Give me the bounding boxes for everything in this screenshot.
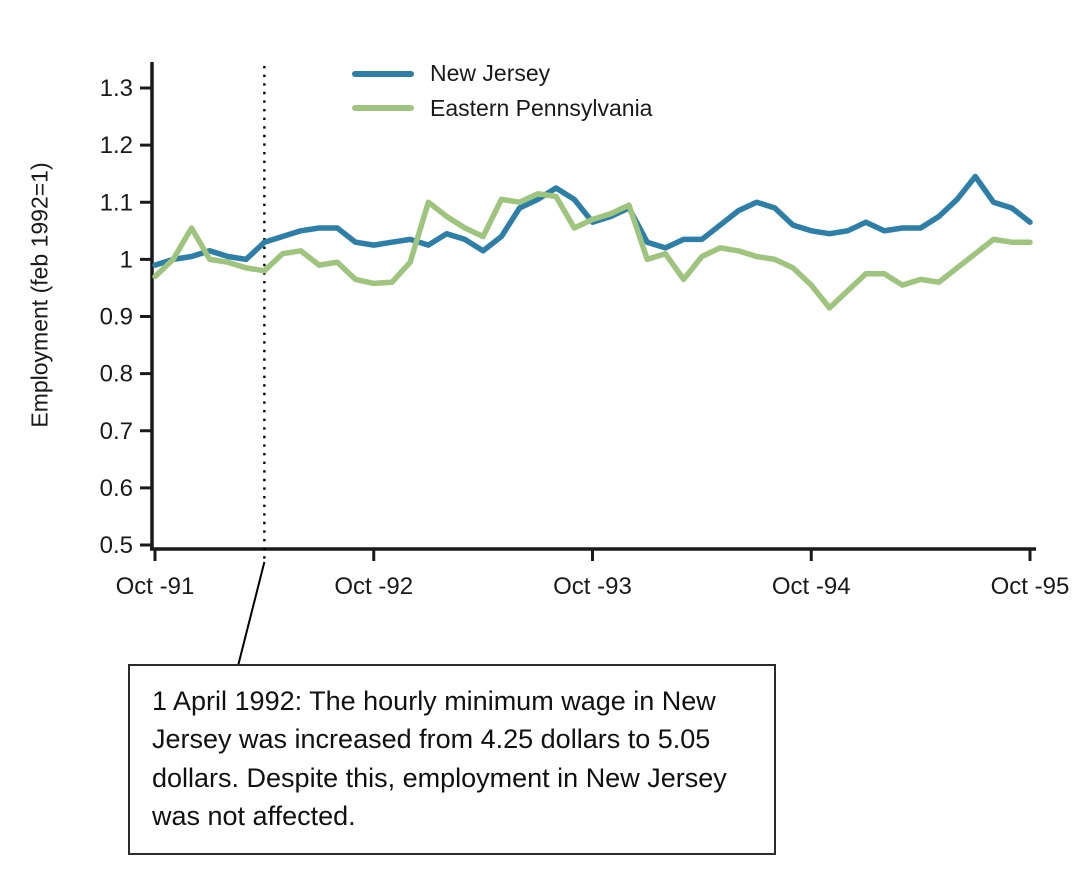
legend-label-new-jersey: New Jersey <box>430 60 551 86</box>
annotation-box: 1 April 1992: The hourly minimum wage in… <box>128 664 776 856</box>
y-tick-label: 0.5 <box>100 532 133 559</box>
legend-label-eastern-pennsylvania: Eastern Pennsylvania <box>430 94 653 121</box>
annotation-text: 1 April 1992: The hourly minimum wage in… <box>152 686 727 831</box>
eastern-pennsylvania-line-swatch <box>352 105 414 112</box>
series-line-eastern-pennsylvania <box>152 190 1033 311</box>
x-tick-label: Oct -91 <box>116 573 195 600</box>
x-tick-label: Oct -92 <box>334 573 413 600</box>
x-tick-label: Oct -94 <box>772 573 851 600</box>
y-tick-label: 0.6 <box>100 475 133 502</box>
legend-item-eastern-pennsylvania: Eastern Pennsylvania <box>352 95 652 123</box>
y-tick-label: 0.9 <box>100 304 133 331</box>
x-tick-label: Oct -93 <box>553 573 632 600</box>
y-tick-label: 1.2 <box>100 132 133 159</box>
y-tick-label: 0.7 <box>100 418 133 445</box>
annotation-callout-line <box>237 561 266 667</box>
chart-legend: New Jersey Eastern Pennsylvania <box>352 60 652 122</box>
y-axis-label: Employment (feb 1992=1) <box>26 162 53 428</box>
y-tick-label: 1.1 <box>100 189 133 216</box>
x-tick-label: Oct -95 <box>991 573 1070 600</box>
y-tick-label: 1 <box>120 246 133 273</box>
y-tick-label: 1.3 <box>100 75 133 102</box>
y-tick-label: 0.8 <box>100 361 133 388</box>
new-jersey-line-swatch <box>352 70 414 77</box>
legend-item-new-jersey: New Jersey <box>352 60 652 88</box>
